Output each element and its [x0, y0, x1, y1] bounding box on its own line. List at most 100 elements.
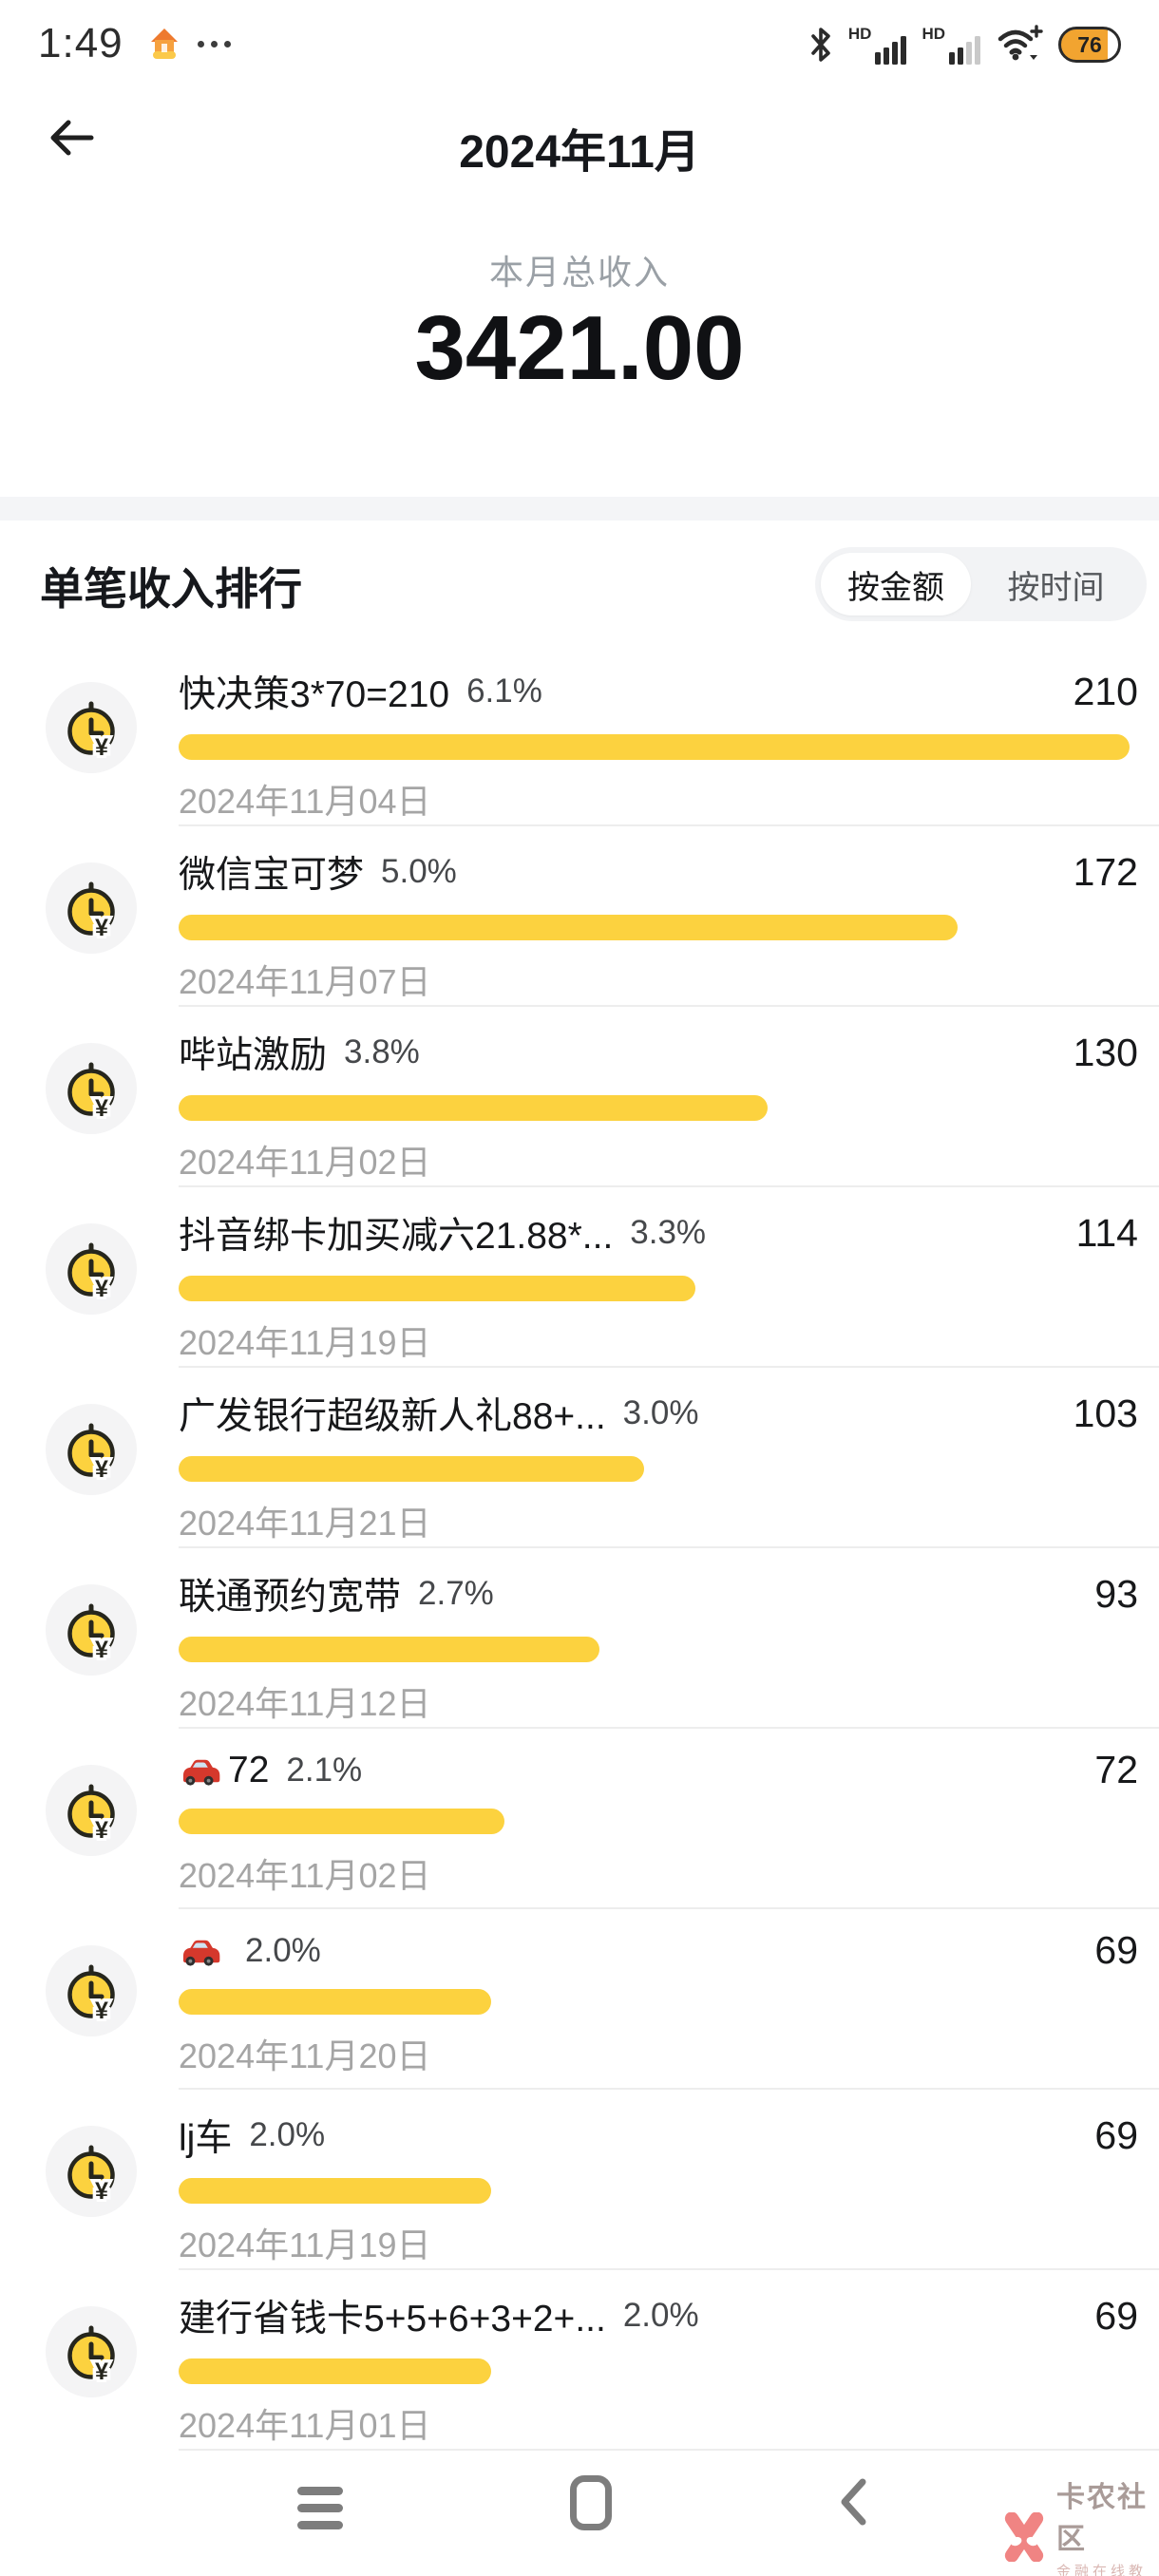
item-percent: 5.0% — [381, 853, 457, 890]
item-amount: 130 — [1073, 1030, 1138, 1074]
more-dots-icon — [197, 40, 231, 47]
item-percent: 3.3% — [630, 1214, 707, 1251]
item-percent: 6.1% — [466, 672, 542, 710]
item-amount: 72 — [1094, 1748, 1138, 1791]
clock-money-icon: ¥ — [46, 2306, 137, 2397]
svg-text:¥: ¥ — [95, 915, 108, 938]
svg-text:¥: ¥ — [95, 2178, 108, 2202]
sort-by-amount-tab[interactable]: 按金额 — [821, 553, 971, 616]
item-date: 2024年11月04日 — [179, 782, 431, 821]
battery-percent: 76 — [1077, 31, 1102, 57]
item-amount: 210 — [1073, 669, 1138, 713]
hd-badge: HD — [847, 25, 872, 43]
item-date: 2024年11月02日 — [179, 1143, 431, 1182]
income-ranking-list: ¥ 快决策3*70=210 6.1% 210 2024年11月04日 ¥ 微信宝… — [0, 646, 1159, 2451]
clock-money-icon: ¥ — [46, 1404, 137, 1495]
item-date: 2024年11月21日 — [179, 1504, 431, 1543]
clock-money-icon: ¥ — [46, 1223, 137, 1315]
svg-text:¥: ¥ — [95, 1817, 108, 1841]
wifi-plus-icon — [996, 23, 1043, 65]
item-amount: 69 — [1094, 2293, 1138, 2338]
amount-bar — [179, 734, 1130, 760]
watermark: 卡农社区 金融在线教育 — [999, 2473, 1159, 2576]
item-amount: 114 — [1075, 1210, 1138, 1255]
item-amount: 103 — [1073, 1391, 1138, 1435]
item-title: 联通预约宽带 — [179, 1577, 402, 1618]
item-date: 2024年11月19日 — [179, 1323, 431, 1362]
amount-bar — [179, 2178, 492, 2204]
kanong-logo-icon — [999, 2511, 1049, 2563]
item-percent: 2.0% — [245, 1931, 321, 1969]
hd-badge: HD — [922, 25, 945, 43]
income-list-item[interactable]: ¥ 联通预约宽带 2.7% 93 2024年11月12日 — [0, 1548, 1159, 1729]
amount-bar — [179, 1637, 600, 1662]
battery-icon: 76 — [1058, 27, 1121, 63]
amount-bar — [179, 1456, 645, 1482]
item-amount: 172 — [1073, 849, 1138, 894]
home-square-icon[interactable] — [570, 2475, 612, 2530]
income-list-item[interactable]: ¥ 快决策3*70=210 6.1% 210 2024年11月04日 — [0, 646, 1159, 826]
clock-money-icon: ¥ — [46, 2126, 137, 2217]
month-income-label: 本月总收入 — [488, 253, 670, 292]
sort-by-time-tab[interactable]: 按时间 — [1007, 569, 1105, 606]
svg-text:¥: ¥ — [95, 1637, 108, 1660]
item-percent: 2.1% — [286, 1751, 363, 1789]
item-title: 72 — [228, 1749, 270, 1790]
income-list-item[interactable]: ¥ 哔站激励 3.8% 130 2024年11月02日 — [0, 1007, 1159, 1187]
section-divider-band — [0, 497, 1159, 521]
item-date: 2024年11月01日 — [179, 2406, 431, 2445]
item-amount: 93 — [1094, 1571, 1138, 1616]
red-car-icon — [179, 1755, 220, 1786]
clock-money-icon: ¥ — [46, 1765, 137, 1856]
clock-money-icon: ¥ — [46, 1043, 137, 1134]
back-button[interactable] — [44, 110, 99, 165]
income-list-item[interactable]: ¥ 72 2.1% 72 2024年11月02日 — [0, 1729, 1159, 1909]
red-car-icon — [179, 1936, 220, 1966]
clock-money-icon: ¥ — [46, 862, 137, 954]
amount-bar — [179, 1095, 768, 1121]
income-list-item[interactable]: ¥ lj车 2.0% 69 2024年11月19日 — [0, 2090, 1159, 2270]
status-bar: 1:49 HD HD — [0, 0, 1159, 87]
income-list-item[interactable]: ¥ 微信宝可梦 5.0% 172 2024年11月07日 — [0, 826, 1159, 1007]
page-title: 2024年11月 — [459, 127, 700, 178]
svg-text:¥: ¥ — [95, 2358, 108, 2382]
item-date: 2024年11月19日 — [179, 2226, 431, 2264]
amount-bar — [179, 915, 958, 940]
income-list-item[interactable]: ¥ 2.0% 69 2024年11月20日 — [0, 1909, 1159, 2090]
amount-bar — [179, 1989, 492, 2015]
item-percent: 2.7% — [418, 1575, 494, 1612]
item-date: 2024年11月20日 — [179, 2036, 431, 2075]
item-amount: 69 — [1094, 1928, 1138, 1972]
item-title: 建行省钱卡5+5+6+3+2+... — [179, 2299, 606, 2339]
item-date: 2024年11月07日 — [179, 962, 431, 1001]
app-chip-icon — [146, 26, 182, 62]
income-list-item[interactable]: ¥ 抖音绑卡加买减六21.88*... 3.3% 114 2024年11月19日 — [0, 1187, 1159, 1368]
item-title: lj车 — [179, 2118, 233, 2159]
clock-money-icon: ¥ — [46, 1584, 137, 1676]
clock-money-icon: ¥ — [46, 682, 137, 773]
item-title: 哔站激励 — [179, 1035, 328, 1076]
item-percent: 3.8% — [344, 1033, 420, 1070]
svg-text:¥: ¥ — [95, 1276, 108, 1299]
watermark-title: 卡农社区 — [1056, 2482, 1148, 2555]
item-percent: 2.0% — [622, 2297, 699, 2334]
item-title: 微信宝可梦 — [179, 855, 365, 896]
menu-icon[interactable] — [297, 2487, 343, 2529]
svg-text:¥: ¥ — [95, 1456, 108, 1480]
item-amount: 69 — [1094, 2112, 1138, 2157]
item-title: 抖音绑卡加买减六21.88*... — [179, 1216, 614, 1257]
item-title: 广发银行超级新人礼88+... — [179, 1396, 606, 1437]
item-date: 2024年11月12日 — [179, 1684, 431, 1723]
clock-money-icon: ¥ — [46, 1945, 137, 2036]
signal-bars-2-icon: HD — [922, 25, 980, 65]
signal-bars-icon: HD — [848, 25, 907, 65]
item-date: 2024年11月02日 — [179, 1856, 431, 1895]
income-list-item[interactable]: ¥ 建行省钱卡5+5+6+3+2+... 2.0% 69 2024年11月01日 — [0, 2270, 1159, 2451]
system-nav-bar: 卡农社区 金融在线教育 — [0, 2460, 1159, 2576]
income-list-item[interactable]: ¥ 广发银行超级新人礼88+... 3.0% 103 2024年11月21日 — [0, 1368, 1159, 1548]
svg-text:¥: ¥ — [95, 1998, 108, 2021]
clock-time: 1:49 — [38, 20, 124, 66]
amount-bar — [179, 1276, 695, 1301]
back-chevron-icon[interactable] — [836, 2477, 870, 2527]
